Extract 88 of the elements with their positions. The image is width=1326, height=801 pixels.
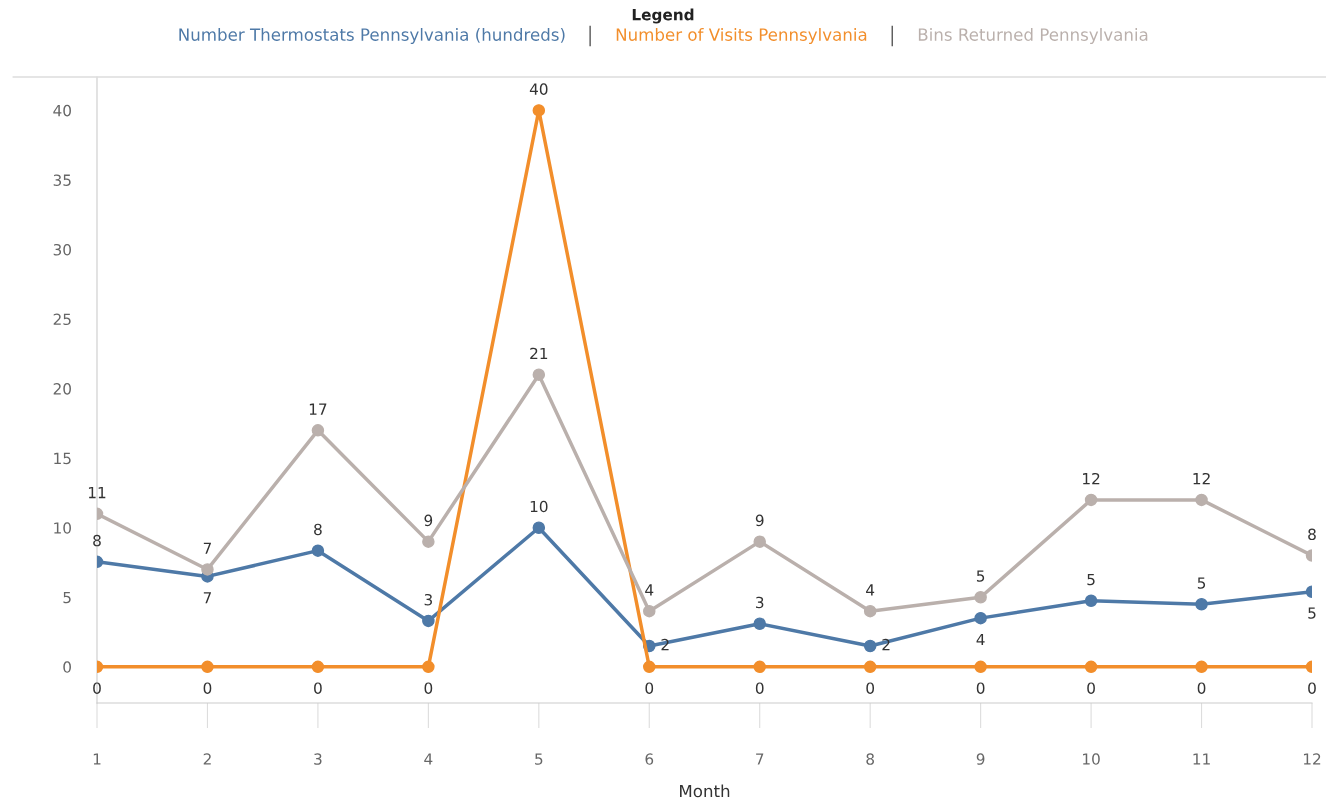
- data-label: 17: [309, 403, 327, 415]
- data-label: 12: [1193, 472, 1210, 485]
- x-tick-label: 3: [314, 753, 322, 765]
- point: [863, 604, 877, 618]
- point: [974, 660, 987, 674]
- data-label: 0: [976, 682, 985, 694]
- data-label: 0: [93, 682, 101, 694]
- data-label: 0: [1197, 682, 1206, 694]
- y-tick-label: 10: [54, 522, 71, 534]
- point: [1195, 660, 1208, 674]
- y-tick-label: 25: [53, 313, 71, 326]
- data-label: 8: [1308, 528, 1316, 541]
- x-tick-label: 8: [866, 753, 874, 765]
- y-tick-label: 5: [63, 591, 71, 604]
- point: [863, 639, 877, 653]
- data-label: 0: [203, 682, 212, 694]
- data-label: 5: [976, 570, 985, 582]
- data-label: 0: [314, 682, 322, 694]
- point: [753, 660, 766, 674]
- data-label: 9: [424, 514, 433, 527]
- point: [1195, 493, 1208, 507]
- data-label: 8: [93, 534, 101, 547]
- point: [422, 535, 435, 548]
- point: [643, 604, 656, 618]
- data-label: 0: [1087, 682, 1095, 694]
- data-label: 5: [1087, 573, 1095, 586]
- data-label: 0: [866, 682, 875, 694]
- point: [753, 535, 766, 548]
- y-tick-label: 30: [53, 243, 71, 256]
- data-label: 4: [645, 584, 654, 596]
- data-label: 9: [755, 514, 764, 527]
- point: [532, 368, 546, 381]
- x-tick-label: 4: [424, 753, 433, 765]
- point: [1084, 594, 1098, 608]
- point: [863, 660, 877, 674]
- data-label: 10: [530, 500, 548, 513]
- x-tick-label: 7: [756, 753, 764, 765]
- data-label: 5: [1197, 577, 1206, 589]
- y-tick-label: 0: [63, 661, 71, 673]
- text: Bins Returned Pennsylvania: [918, 27, 1148, 45]
- data-label: 4: [866, 584, 875, 596]
- x-tick-label: 1: [93, 753, 101, 765]
- data-label: 5: [1308, 607, 1316, 619]
- text: Number Thermostats Pennsylvania (hundreds): [179, 27, 565, 45]
- data-label: 21: [530, 347, 548, 360]
- point: [311, 544, 325, 557]
- data-label: 40: [529, 83, 548, 95]
- legend-title: Legend: [632, 8, 694, 24]
- data-label: 7: [203, 592, 212, 604]
- point: [532, 521, 546, 534]
- point: [753, 617, 766, 630]
- data-label: 0: [645, 682, 654, 694]
- point: [1084, 493, 1098, 507]
- data-label: 0: [755, 682, 764, 694]
- point: [643, 660, 656, 674]
- y-tick-label: 20: [53, 383, 71, 395]
- point: [201, 660, 214, 674]
- x-tick-label: 11: [1193, 753, 1210, 765]
- x-tick-label: 9: [976, 753, 985, 765]
- point: [201, 563, 214, 576]
- x-tick-label: 5: [535, 753, 543, 765]
- point: [532, 104, 546, 117]
- text: Number of Visits Pennsylvania: [616, 27, 867, 45]
- point: [1195, 597, 1208, 611]
- data-label: 11: [88, 486, 106, 499]
- data-label: 3: [756, 596, 764, 609]
- x-axis-title: Month: [680, 784, 730, 798]
- data-label: 4: [976, 633, 985, 646]
- data-label: 0: [424, 682, 433, 694]
- y-tick-label: 40: [53, 104, 71, 117]
- data-label: 3: [424, 593, 432, 606]
- y-tick-label: 35: [53, 174, 71, 186]
- data-label: 7: [203, 542, 212, 554]
- point: [974, 611, 987, 625]
- x-tick-label: 12: [1303, 753, 1321, 765]
- x-tick-label: 10: [1083, 753, 1100, 765]
- x-tick-label: 2: [203, 753, 211, 765]
- point: [974, 591, 987, 604]
- x-tick-label: 6: [645, 753, 654, 765]
- point: [1084, 660, 1098, 674]
- point: [422, 660, 435, 674]
- point: [311, 660, 325, 674]
- data-label: 0: [1308, 682, 1316, 694]
- y-tick-label: 15: [54, 452, 71, 465]
- data-label: 8: [314, 523, 322, 536]
- data-label: 12: [1083, 472, 1100, 485]
- point: [422, 614, 435, 628]
- point: [311, 424, 325, 437]
